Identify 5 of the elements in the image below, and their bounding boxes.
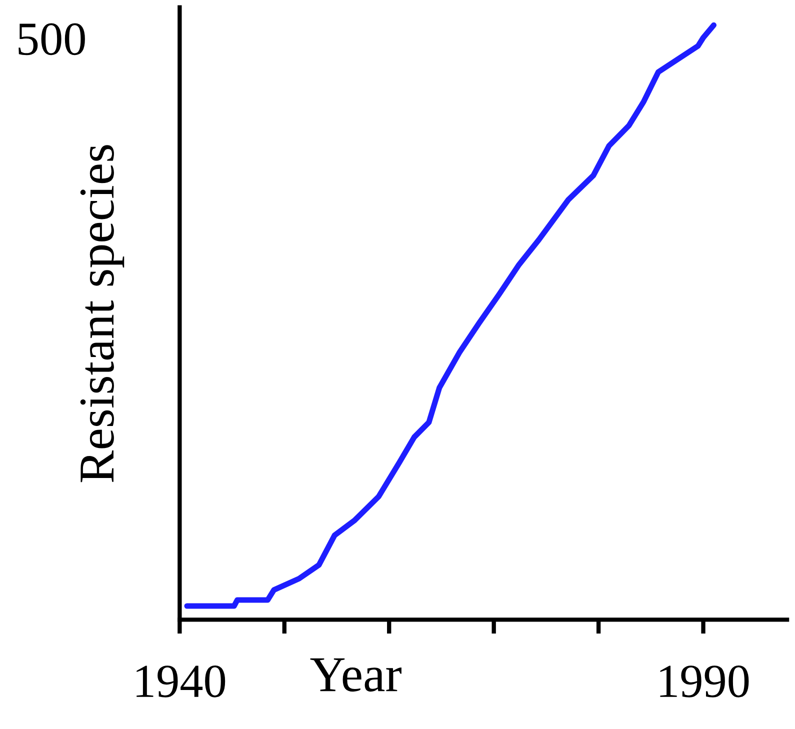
text: 500 [18,23,85,56]
x-tick-label: 1990 [660,665,749,698]
y-axis-title: Resistant species [80,145,124,482]
x-axis-title: Year [310,658,402,692]
x-tick-label: 1940 [136,665,226,698]
